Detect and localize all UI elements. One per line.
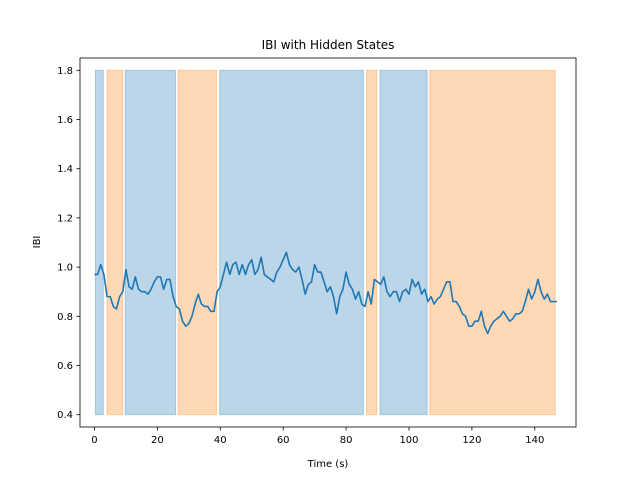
state-region-4 [219, 69, 364, 416]
x-tick-label: 120 [462, 435, 481, 446]
state-region-5 [366, 69, 378, 416]
state-region-2 [124, 69, 177, 416]
y-tick-label: 1.0 [57, 263, 73, 274]
x-tick-label: 60 [277, 435, 290, 446]
state-region-6 [379, 69, 428, 416]
axes-frame [79, 57, 577, 428]
x-tick-label: 0 [91, 435, 97, 446]
y-tick-label: 0.4 [57, 410, 73, 421]
x-tick-label: 100 [399, 435, 418, 446]
y-tick-label: 1.8 [57, 66, 73, 77]
y-tick-label: 1.6 [57, 115, 73, 126]
state-region-1 [106, 69, 124, 416]
x-tick-label: 80 [340, 435, 353, 446]
x-axis-label: Time (s) [307, 459, 349, 470]
y-tick-label: 1.4 [57, 164, 73, 175]
y-tick-label: 0.6 [57, 361, 73, 372]
state-region-3 [177, 69, 218, 416]
chart-title: IBI with Hidden States [262, 38, 395, 52]
y-tick-label: 0.8 [57, 312, 73, 323]
y-axis-label: IBI [32, 236, 43, 249]
x-tick-label: 140 [525, 435, 544, 446]
state-region-0 [94, 69, 104, 416]
ibi-series-line [94, 251, 557, 335]
y-axis-ticks: 0.4 0.6 0.8 1.0 1.2 1.4 1.6 1.8 [57, 66, 80, 421]
x-tick-label: 40 [214, 435, 227, 446]
x-axis-ticks: 0 20 40 60 80 100 120 140 [91, 427, 544, 446]
state-region-7 [429, 69, 556, 416]
state-regions [94, 69, 556, 416]
x-tick-label: 20 [151, 435, 164, 446]
y-tick-label: 1.2 [57, 213, 73, 224]
